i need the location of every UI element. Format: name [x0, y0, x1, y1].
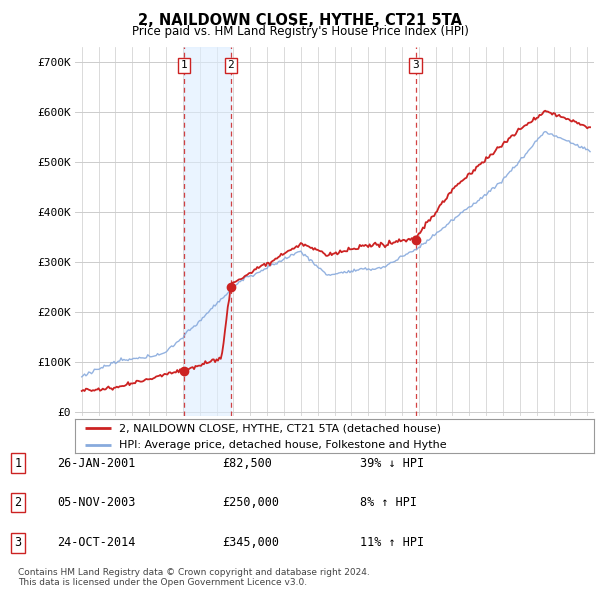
Text: 8% ↑ HPI: 8% ↑ HPI	[360, 496, 417, 509]
Text: 3: 3	[14, 536, 22, 549]
Text: 1: 1	[14, 457, 22, 470]
Text: 05-NOV-2003: 05-NOV-2003	[57, 496, 136, 509]
Text: £82,500: £82,500	[222, 457, 272, 470]
Text: 24-OCT-2014: 24-OCT-2014	[57, 536, 136, 549]
Text: Price paid vs. HM Land Registry's House Price Index (HPI): Price paid vs. HM Land Registry's House …	[131, 25, 469, 38]
Text: £250,000: £250,000	[222, 496, 279, 509]
Text: HPI: Average price, detached house, Folkestone and Hythe: HPI: Average price, detached house, Folk…	[119, 440, 447, 450]
Text: 1: 1	[181, 60, 187, 70]
Text: 2: 2	[14, 496, 22, 509]
Text: 39% ↓ HPI: 39% ↓ HPI	[360, 457, 424, 470]
Text: 11% ↑ HPI: 11% ↑ HPI	[360, 536, 424, 549]
Text: £345,000: £345,000	[222, 536, 279, 549]
Text: 2, NAILDOWN CLOSE, HYTHE, CT21 5TA (detached house): 2, NAILDOWN CLOSE, HYTHE, CT21 5TA (deta…	[119, 424, 441, 434]
Text: Contains HM Land Registry data © Crown copyright and database right 2024.
This d: Contains HM Land Registry data © Crown c…	[18, 568, 370, 587]
Text: 3: 3	[412, 60, 419, 70]
Bar	[184, 47, 231, 416]
Text: 2, NAILDOWN CLOSE, HYTHE, CT21 5TA: 2, NAILDOWN CLOSE, HYTHE, CT21 5TA	[138, 13, 462, 28]
Text: 26-JAN-2001: 26-JAN-2001	[57, 457, 136, 470]
Text: 2: 2	[227, 60, 234, 70]
